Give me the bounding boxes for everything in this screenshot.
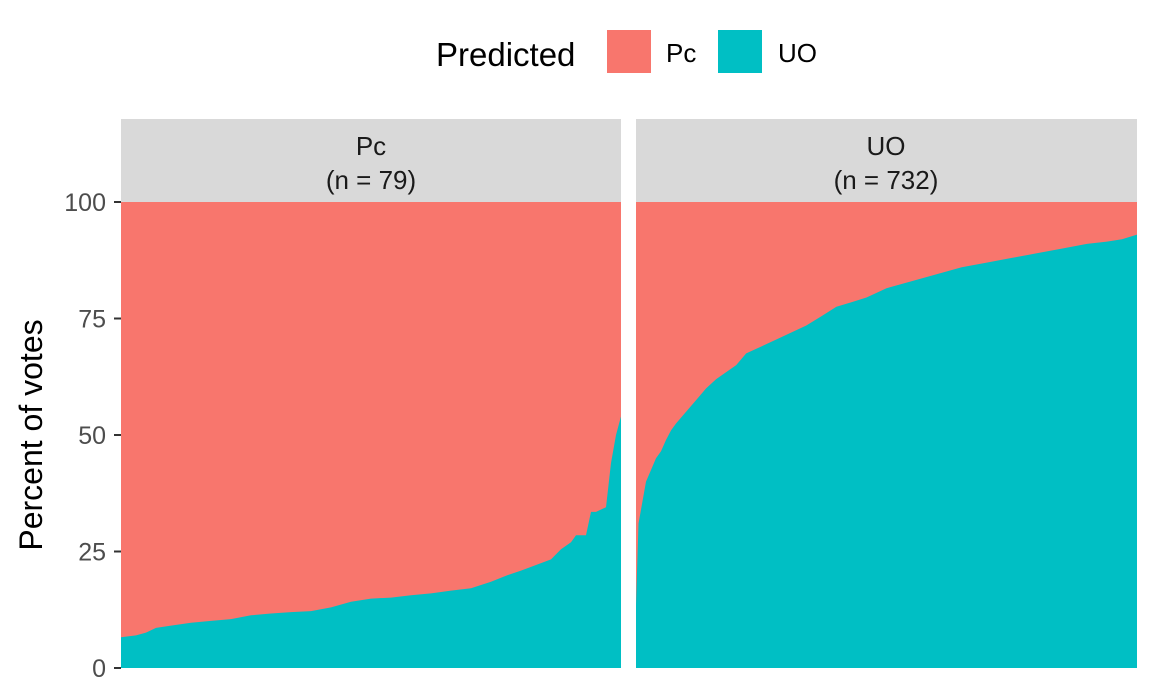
y-tick-label: 25 (78, 539, 106, 567)
strip-background-pc (121, 119, 621, 202)
strip-count-uo: (n = 732) (834, 165, 939, 195)
legend: Predicted Pc UO (436, 30, 817, 73)
legend-key-pc (607, 30, 651, 73)
strip-title-pc: Pc (356, 131, 386, 161)
y-tick-label: 0 (92, 655, 106, 683)
y-tick-label: 75 (78, 306, 106, 334)
y-tick-label: 100 (64, 189, 106, 217)
strip-count-pc: (n = 79) (326, 165, 416, 195)
legend-label-uo: UO (778, 38, 817, 68)
facet-panel-pc: Pc (n = 79) (121, 119, 621, 668)
y-axis: 0 25 50 75 100 (64, 189, 121, 683)
facet-panel-uo: UO (n = 732) (636, 119, 1137, 668)
y-axis-title: Percent of votes (13, 319, 49, 550)
strip-title-uo: UO (867, 131, 906, 161)
y-tick-label: 50 (78, 422, 106, 450)
area-predicted-uo (636, 234, 1137, 668)
area-predicted-uo (121, 416, 621, 668)
strip-background-uo (636, 119, 1137, 202)
legend-title: Predicted (436, 36, 575, 73)
legend-key-uo (718, 30, 762, 73)
legend-label-pc: Pc (666, 38, 696, 68)
